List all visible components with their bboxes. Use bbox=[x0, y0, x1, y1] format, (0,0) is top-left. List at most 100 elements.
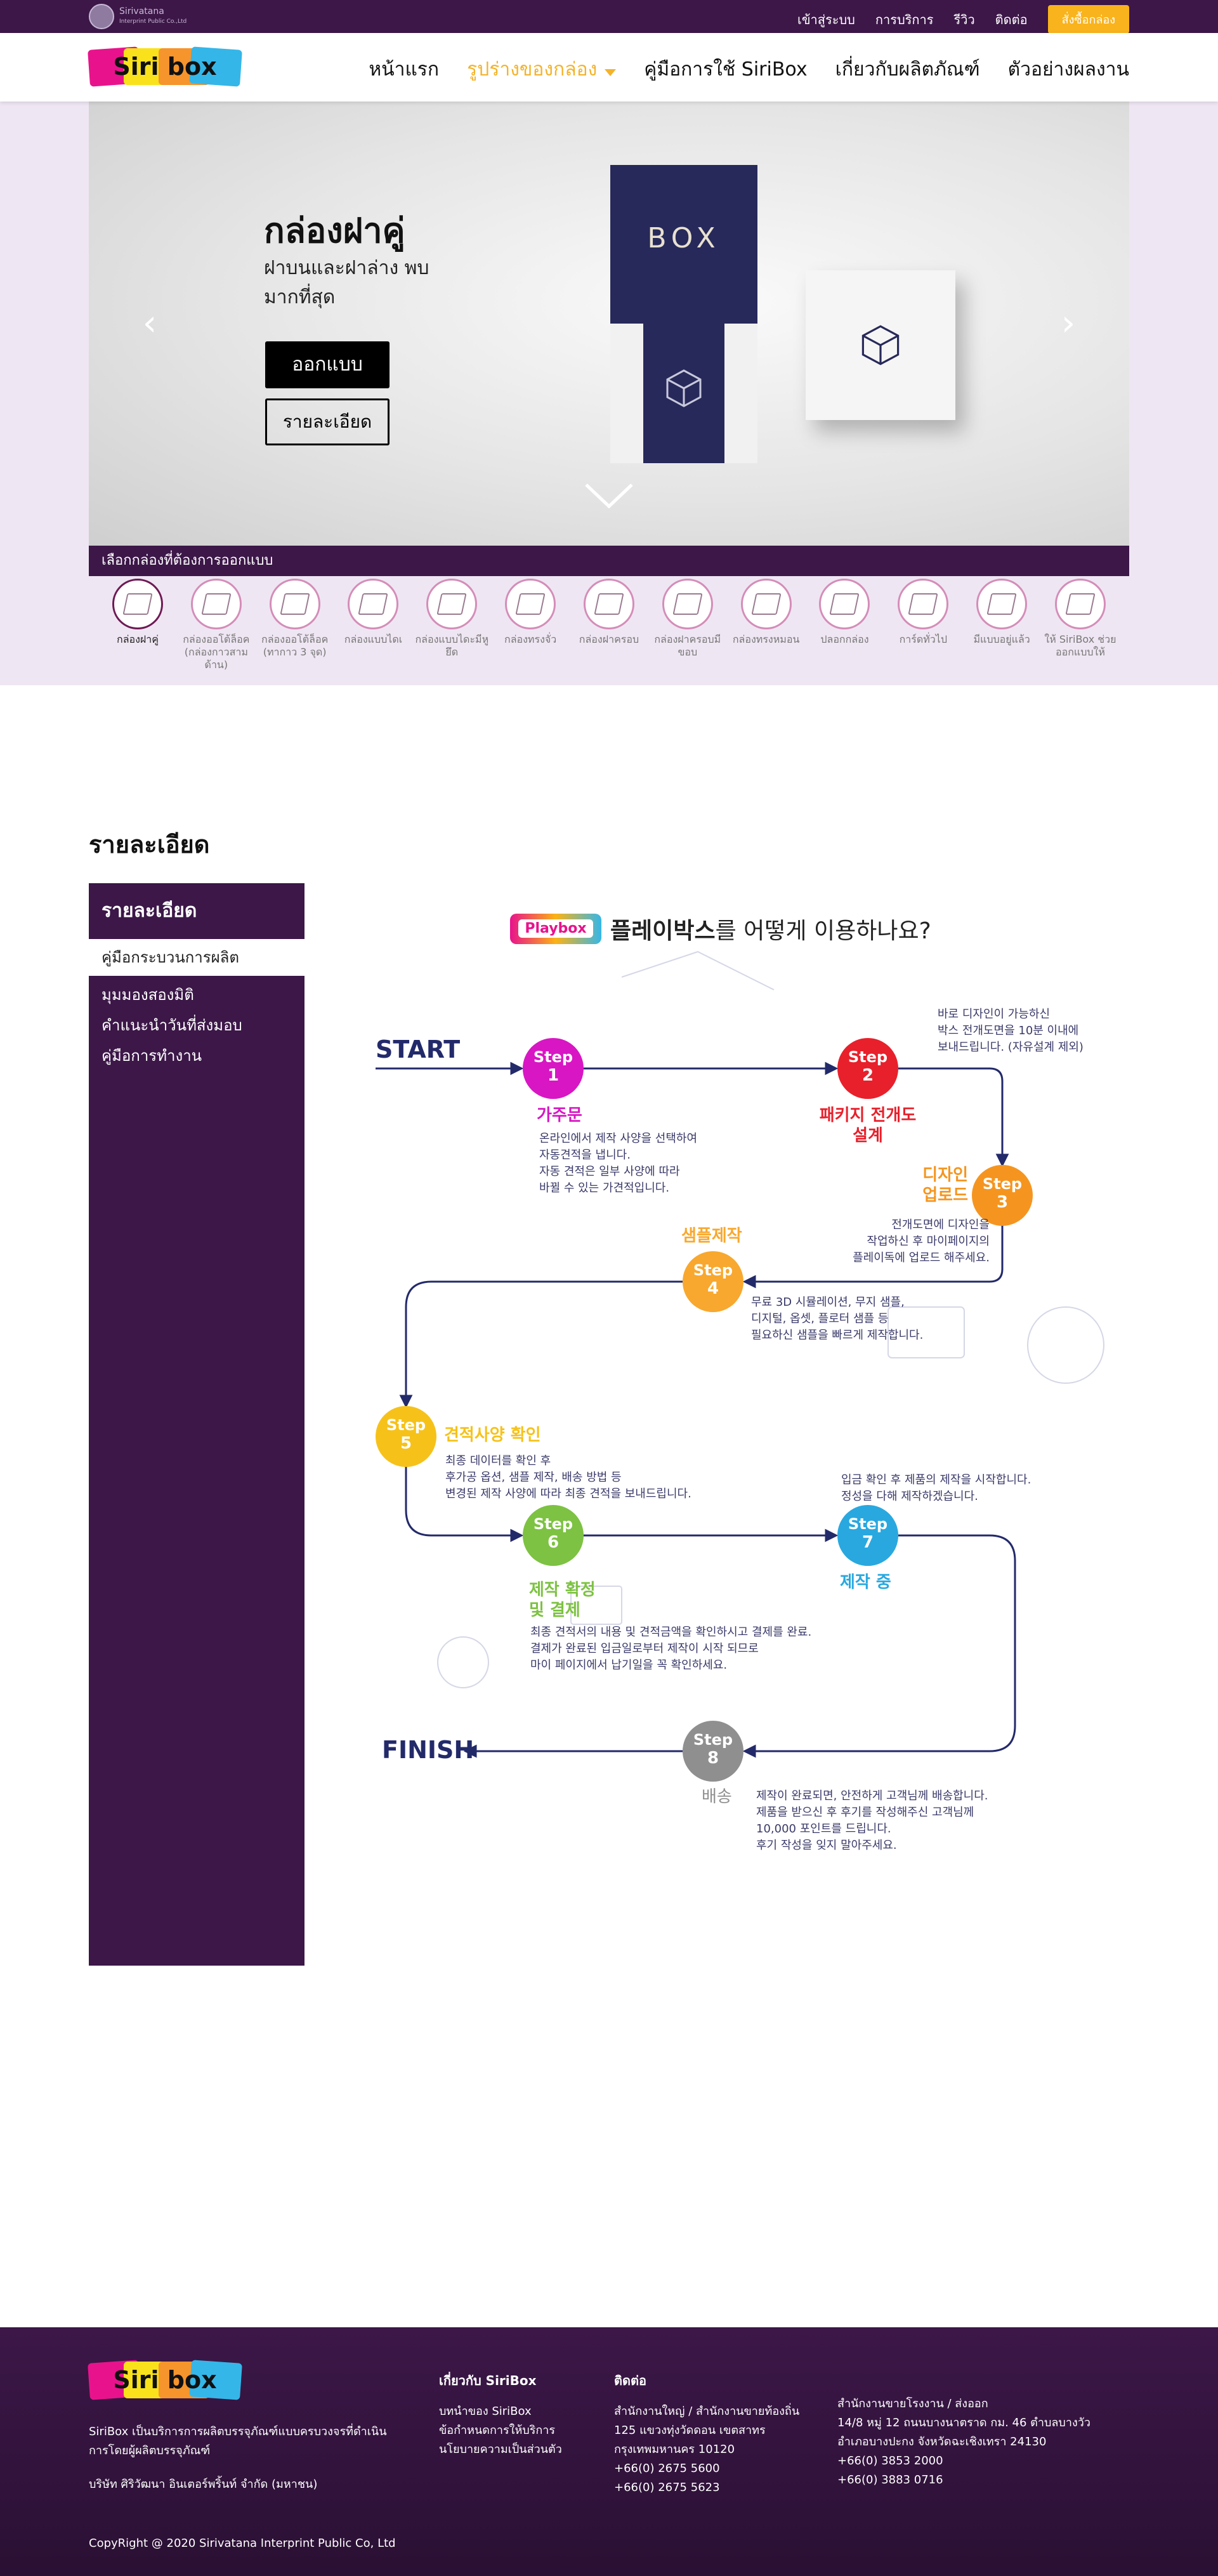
sidemenu-item-delivery-advice[interactable]: คำแนะนำวันที่ส่งมอบ bbox=[102, 1016, 242, 1034]
step-1-desc: 온라인에서 제작 사양을 선택하여 자동견적을 냅니다. 자동 견적은 일부 사… bbox=[539, 1132, 698, 1195]
tall-box-image: BOX bbox=[610, 165, 757, 463]
chevron-down-icon bbox=[605, 69, 617, 76]
detail-sidemenu: รายละเอียด คู่มือกระบวนการผลิต มุมมองสอง… bbox=[89, 883, 304, 1966]
footer-hq-phone[interactable]: +66(0) 2675 5600 bbox=[614, 2462, 720, 2475]
footer-copyright: CopyRight @ 2020 Sirivatana Interprint P… bbox=[89, 2537, 396, 2550]
reviews-link[interactable]: รีวิว bbox=[953, 11, 975, 27]
footer-factory-phone[interactable]: +66(0) 3853 2000 bbox=[837, 2454, 943, 2468]
box-type-item[interactable]: กล่องแบบไดเ bbox=[336, 579, 410, 687]
brand-sub: Interprint Public Co.,Ltd bbox=[119, 18, 187, 25]
start-label: START bbox=[376, 1035, 461, 1063]
box-type-label: กล่องฝาคู่ bbox=[117, 633, 159, 645]
diagram-title: Playbox 플레이박스를 어떻게 이용하나요? bbox=[510, 912, 931, 945]
sidemenu-item-work-guide[interactable]: คู่มือการทำงาน bbox=[102, 1047, 202, 1065]
box-type-icon bbox=[740, 579, 792, 629]
box-type-item[interactable]: การ์ดทั่วไป bbox=[886, 579, 960, 687]
logo-text: Siri box bbox=[113, 53, 217, 81]
top-utility-bar: Sirivatana Interprint Public Co.,Ltd เข้… bbox=[0, 0, 1218, 34]
box-type-label: กล่องแบบไดะมีหูยึด bbox=[415, 633, 489, 658]
step-7-badge: Step 7 bbox=[837, 1505, 898, 1566]
box-type-item[interactable]: กล่องออโต้ล็อค (กล่องกาวสามด้าน) bbox=[179, 579, 254, 687]
footer-hq-line: 125 แขวงทุ่งวัดดอน เขตสาทร bbox=[614, 2424, 766, 2437]
diagram-title-rest: 를 어떻게 이용하나요? bbox=[715, 918, 931, 944]
sidemenu-head: รายละเอียด bbox=[102, 900, 197, 922]
order-box-button[interactable]: สั่งซื้อกล่อง bbox=[1047, 5, 1129, 34]
box-type-label: กล่องทรงจั่ว bbox=[504, 633, 557, 645]
box-type-label: กล่องฝาครอบ bbox=[579, 633, 639, 645]
footer-link-privacy[interactable]: นโยบายความเป็นส่วนตัว bbox=[439, 2443, 562, 2456]
box-type-item[interactable]: กล่องฝาคู่ bbox=[100, 579, 175, 687]
box-type-item[interactable]: มีแบบอยู่แล้ว bbox=[964, 579, 1039, 687]
nav-guide[interactable]: คู่มือการใช้ SiriBox bbox=[644, 58, 808, 81]
services-link[interactable]: การบริการ bbox=[875, 11, 934, 27]
step-2-title: 패키지 전개도 설계 bbox=[819, 1106, 917, 1145]
footer-factory-col: สำนักงานขายโรงงาน / ส่งออก 14/8 หมู่ 12 … bbox=[837, 2395, 1090, 2490]
design-button[interactable]: ออกแบบ bbox=[265, 341, 390, 388]
box-type-item[interactable]: ให้ SiriBox ช่วยออกแบบให้ bbox=[1043, 579, 1118, 687]
box-type-icon bbox=[505, 579, 556, 629]
step-6-title: 제작 확정 및 결제 bbox=[529, 1580, 596, 1620]
footer-hq-phone[interactable]: +66(0) 2675 5623 bbox=[614, 2481, 720, 2494]
slider-next-icon[interactable]: › bbox=[1061, 303, 1076, 344]
finish-label: FINISH bbox=[382, 1736, 475, 1764]
step-7-desc: 입금 확인 후 제품의 제작을 시작합니다. 정성을 다해 제작하겠습니다. bbox=[841, 1473, 1031, 1503]
step-3-desc: 전개도면에 디자인을 작업하신 후 마이페이지의 플레이독에 업로드 해주세요. bbox=[853, 1218, 990, 1265]
detail-button[interactable]: รายละเอียด bbox=[265, 398, 390, 445]
scroll-down-icon[interactable] bbox=[584, 482, 634, 510]
box-type-label: ให้ SiriBox ช่วยออกแบบให้ bbox=[1044, 633, 1116, 658]
box-type-icon bbox=[269, 579, 320, 629]
step-8-desc: 제작이 완료되면, 안전하게 고객님께 배송합니다. 제품을 받으신 후 후기를… bbox=[756, 1789, 988, 1852]
footer-factory-line: สำนักงานขายโรงงาน / ส่งออก bbox=[837, 2397, 988, 2410]
sirivatana-brand[interactable]: Sirivatana Interprint Public Co.,Ltd bbox=[89, 4, 187, 29]
site-footer: Siri box SiriBox เป็นบริการการผลิตบรรจุภ… bbox=[0, 2327, 1218, 2576]
box-type-item[interactable]: กล่องทรงหมอน bbox=[729, 579, 804, 687]
box-type-label: มีแบบอยู่แล้ว bbox=[973, 633, 1030, 645]
step-1-badge: Step 1 bbox=[523, 1038, 584, 1099]
box-type-label: กล่องทรงหมอน bbox=[732, 633, 800, 645]
box-label: BOX bbox=[647, 222, 721, 254]
box-type-icon bbox=[348, 579, 399, 629]
footer-logo[interactable]: Siri box bbox=[88, 2359, 242, 2401]
hero-slider: ‹ › กล่องฝาคู่ ฝาบนและฝาล่าง พบมากที่สุด… bbox=[89, 102, 1129, 546]
box-type-item[interactable]: ปลอกกล่อง bbox=[807, 579, 882, 687]
footer-about-col: เกี่ยวกับ SiriBox บทนำของ SiriBox ข้อกำห… bbox=[439, 2370, 562, 2459]
footer-contact-head: ติดต่อ bbox=[614, 2373, 646, 2388]
main-header: Siri box หน้าแรก รูปร่างของกล่อง คู่มือก… bbox=[0, 33, 1218, 102]
slider-prev-icon[interactable]: ‹ bbox=[142, 303, 157, 344]
login-link[interactable]: เข้าสู่ระบบ bbox=[797, 11, 855, 27]
nav-about-product[interactable]: เกี่ยวกับผลิตภัณฑ์ bbox=[835, 58, 980, 81]
nav-box-shapes[interactable]: รูปร่างของกล่อง bbox=[467, 55, 617, 84]
footer-link-intro[interactable]: บทนำของ SiriBox bbox=[439, 2405, 532, 2418]
step-5-title: 견적사양 확인 bbox=[444, 1426, 541, 1445]
sidemenu-item-2d-view[interactable]: มุมมองสองมิติ bbox=[102, 986, 194, 1004]
footer-factory-phone[interactable]: +66(0) 3883 0716 bbox=[837, 2473, 943, 2487]
nav-box-shapes-label[interactable]: รูปร่างของกล่อง bbox=[467, 58, 598, 81]
box-type-icon bbox=[112, 579, 163, 629]
step-3-badge: Step 3 bbox=[972, 1165, 1033, 1226]
brand-name: Sirivatana bbox=[119, 6, 164, 16]
nav-portfolio[interactable]: ตัวอย่างผลงาน bbox=[1007, 58, 1129, 81]
box-logo-icon bbox=[666, 369, 702, 407]
nav-home[interactable]: หน้าแรก bbox=[369, 58, 440, 81]
step-8-badge: Step 8 bbox=[683, 1721, 743, 1782]
top-links: เข้าสู่ระบบ การบริการ รีวิว ติดต่อ สั่งซ… bbox=[797, 5, 1129, 34]
box-type-item[interactable]: กล่องฝาครอบ bbox=[572, 579, 646, 687]
contact-link[interactable]: ติดต่อ bbox=[995, 11, 1028, 27]
siribox-logo[interactable]: Siri box bbox=[88, 46, 242, 88]
box-type-item[interactable]: กล่องแบบไดะมีหูยึด bbox=[414, 579, 489, 687]
footer-about-head: เกี่ยวกับ SiriBox bbox=[439, 2373, 537, 2388]
step-4-badge: Step 4 bbox=[683, 1251, 743, 1312]
sidemenu-item-production-guide[interactable]: คู่มือกระบวนการผลิต bbox=[89, 939, 304, 976]
process-diagram: Playbox 플레이박스를 어떻게 이용하나요? START FINISH S… bbox=[368, 901, 1136, 1916]
step-3-title: 디자인 업로드 bbox=[922, 1166, 968, 1205]
footer-factory-line: 14/8 หมู่ 12 ถนนบางนาตราด กม. 46 ตำบลบาง… bbox=[837, 2416, 1090, 2429]
box-type-item[interactable]: กล่องทรงจั่ว bbox=[493, 579, 568, 687]
box-type-item[interactable]: กล่องออโต้ล็อค (ทากาว 3 จุด) bbox=[258, 579, 332, 687]
hero-subtitle: ฝาบนและฝาล่าง พบมากที่สุด bbox=[264, 257, 429, 308]
box-type-icon bbox=[426, 579, 478, 629]
footer-contact-col: ติดต่อ สำนักงานใหญ่ / สำนักงานขายท้องถิ่… bbox=[614, 2370, 799, 2497]
footer-link-terms[interactable]: ข้อกำหนดการให้บริการ bbox=[439, 2424, 556, 2437]
box-type-item[interactable]: กล่องฝาครอบมีขอบ bbox=[650, 579, 725, 687]
step-8-title: 배송 bbox=[702, 1787, 732, 1806]
box-type-list: กล่องฝาคู่ กล่องออโต้ล็อค (กล่องกาวสามด้า… bbox=[89, 579, 1129, 687]
